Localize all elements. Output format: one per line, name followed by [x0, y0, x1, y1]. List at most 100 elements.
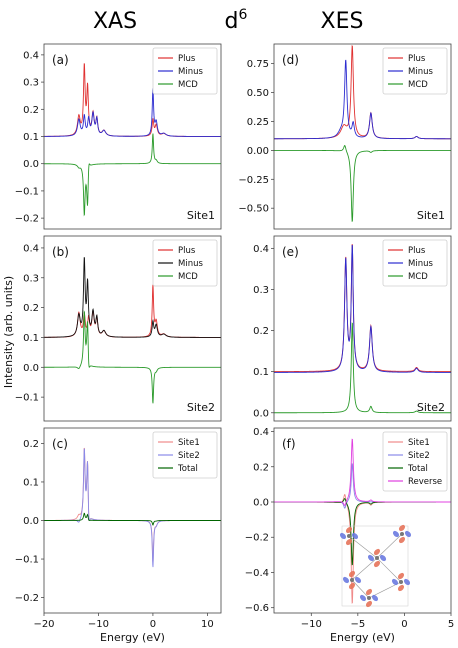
- ytick-label-f-0: −0.6: [245, 603, 269, 614]
- legend-label-f-0: Site1: [408, 438, 430, 448]
- ytick-label-c-3: 0.1: [23, 477, 39, 488]
- series-line-f-total: [274, 498, 451, 566]
- series-line-a-mcd: [44, 133, 221, 217]
- panel-d: −0.50 −0.25 0.00 0.25 0.50 0.75 (d) Site1 Plus Mi…: [238, 43, 452, 230]
- ytick-label-d-5: 0.75: [247, 59, 269, 70]
- xtick-label-c-3: 10: [201, 619, 214, 630]
- legend-a: [152, 47, 218, 95]
- legend-label-c-0: Site1: [178, 438, 200, 448]
- series-line-b-minus: [44, 257, 221, 338]
- ytick-label-a-6: 0.4: [23, 50, 39, 61]
- ytick-label-e-2: 0.2: [253, 326, 269, 337]
- series-group-b: [44, 257, 221, 404]
- series-group-e: [274, 244, 451, 414]
- ytick-label-b-3: 0.2: [23, 303, 39, 314]
- panel-e: 0.0 0.1 0.2 0.3 0.4 (e) Site2 Plus Minus MCD: [253, 235, 452, 422]
- legend-label-d-0: Plus: [408, 54, 426, 64]
- series-line-e-plus: [274, 244, 451, 373]
- legend-label-c-2: Total: [177, 464, 198, 474]
- ytick-label-b-2: 0.1: [23, 333, 39, 344]
- axes-frame-b: [43, 235, 222, 422]
- ytick-label-b-0: −0.1: [15, 393, 39, 404]
- x-axis-title-f: Energy (eV): [330, 631, 395, 644]
- legend-label-a-2: MCD: [178, 80, 198, 90]
- panel-label-a: (a): [52, 53, 69, 67]
- legend-b: [152, 239, 218, 287]
- ytick-label-a-3: 0.1: [23, 132, 39, 143]
- ytick-label-a-5: 0.3: [23, 78, 39, 89]
- xtick-label-f-0: −10: [301, 619, 322, 630]
- legend-c: [152, 431, 218, 479]
- ytick-label-c-1: −0.1: [15, 555, 39, 566]
- xtick-label-c-0: −20: [33, 619, 54, 630]
- ytick-label-d-2: 0.00: [247, 146, 269, 157]
- series-line-d-mcd: [274, 145, 451, 222]
- series-line-a-minus: [44, 88, 221, 137]
- axes-frame-c: [43, 427, 222, 614]
- series-line-d-minus: [274, 59, 451, 140]
- ytick-label-e-1: 0.1: [253, 367, 269, 378]
- ytick-label-a-1: −0.1: [15, 186, 39, 197]
- ytick-label-d-0: −0.50: [238, 204, 269, 215]
- xtick-label-f-3: 5: [448, 619, 454, 630]
- crystal-structure-inset: [339, 524, 412, 608]
- site-label-b: Site2: [187, 401, 215, 414]
- legend-label-e-2: MCD: [408, 272, 428, 282]
- ytick-label-a-0: −0.2: [15, 214, 39, 225]
- panel-a: −0.2 −0.1 0.0 0.1 0.2 0.3 0.4 (a) Site1 Plus Minus…: [15, 43, 222, 230]
- ytick-label-f-2: −0.2: [245, 533, 269, 544]
- xtick-label-f-2: 0: [401, 619, 407, 630]
- site-label-e: Site2: [417, 401, 445, 414]
- y-axis-title: Intensity (arb. units): [2, 276, 15, 388]
- ytick-label-f-4: 0.2: [253, 462, 269, 473]
- panel-b: −0.1 0.0 0.1 0.2 0.3 0.4 (b) Site2 Plus Minus MCD: [15, 235, 222, 422]
- panel-label-c: (c): [52, 437, 68, 451]
- legend-label-c-1: Site2: [178, 451, 200, 461]
- title-d: d6: [225, 7, 248, 34]
- legend-label-e-1: Minus: [408, 259, 433, 269]
- xtick-label-f-1: −5: [350, 619, 365, 630]
- legend-label-b-1: Minus: [178, 259, 203, 269]
- panel-f: −0.6 −0.4 −0.2 0.0 0.2 0.4 −10 −5 0 5 Energy (eV) (…: [245, 427, 454, 644]
- legend-label-b-0: Plus: [178, 246, 196, 256]
- ytick-label-e-3: 0.3: [253, 285, 269, 296]
- ytick-label-e-0: 0.0: [253, 408, 269, 419]
- panels: −0.2 −0.1 0.0 0.1 0.2 0.3 0.4 (a) Site1 Plus Minus…: [15, 43, 454, 644]
- legend-label-f-3: Reverse: [408, 477, 442, 487]
- axes-frame-f: [273, 427, 452, 614]
- panel-c: −0.2 −0.1 0.0 0.1 0.2 −20 −10 0 10 Energy (eV) (c)…: [15, 427, 222, 644]
- legend-label-a-1: Minus: [178, 67, 203, 77]
- legend-f: [382, 431, 448, 492]
- ytick-label-f-5: 0.4: [253, 427, 269, 438]
- site-label-a: Site1: [187, 209, 215, 222]
- legend-label-e-0: Plus: [408, 246, 426, 256]
- ytick-label-b-4: 0.3: [23, 273, 39, 284]
- ytick-label-d-3: 0.25: [247, 117, 269, 128]
- ytick-label-d-1: −0.25: [238, 175, 269, 186]
- site-label-d: Site1: [417, 209, 445, 222]
- series-line-e-mcd: [274, 322, 451, 414]
- ytick-label-f-3: 0.0: [253, 498, 269, 509]
- ytick-label-d-4: 0.50: [247, 88, 269, 99]
- panel-label-f: (f): [282, 437, 296, 451]
- legend-e: [382, 239, 448, 287]
- panel-label-e: (e): [282, 245, 299, 259]
- series-line-f-reverse: [274, 438, 451, 506]
- xtick-label-c-1: −10: [88, 619, 109, 630]
- legend-label-d-2: MCD: [408, 80, 428, 90]
- ytick-label-b-1: 0.0: [23, 363, 39, 374]
- legend-label-d-1: Minus: [408, 67, 433, 77]
- series-group-f: [274, 438, 451, 604]
- ytick-label-c-2: 0.0: [23, 516, 39, 527]
- axes-frame-a: [43, 43, 222, 230]
- ytick-label-c-4: 0.2: [23, 439, 39, 450]
- series-line-c-total: [44, 512, 221, 526]
- panel-label-d: (d): [282, 53, 299, 67]
- title-xes: XES: [321, 9, 364, 34]
- panel-label-b: (b): [52, 245, 69, 259]
- legend-label-f-2: Total: [407, 464, 428, 474]
- series-line-b-plus: [44, 284, 221, 338]
- series-line-f-site1: [274, 493, 451, 604]
- title-xas: XAS: [93, 9, 137, 34]
- ytick-label-c-0: −0.2: [15, 593, 39, 604]
